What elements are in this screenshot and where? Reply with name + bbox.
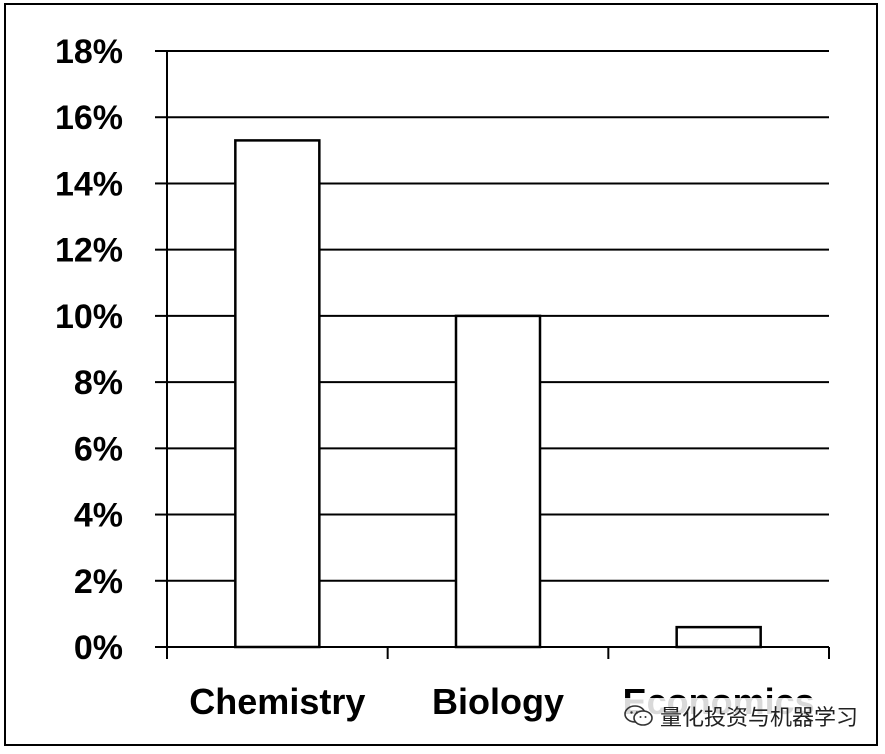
y-tick-labels: 0% 2% 4% 6% 8% 10% 12% 14% 16% 18% bbox=[55, 33, 123, 667]
watermark-text: 量化投资与机器学习 bbox=[660, 706, 859, 731]
y-tick-label: 10% bbox=[55, 298, 123, 336]
y-tick-label: 8% bbox=[74, 364, 123, 402]
x-category-label: Biology bbox=[432, 681, 564, 722]
y-tick-label: 12% bbox=[55, 232, 123, 270]
y-tick-label: 4% bbox=[74, 497, 123, 535]
y-tick-label: 18% bbox=[55, 33, 123, 71]
y-tick-label: 14% bbox=[55, 165, 123, 203]
bar-biology bbox=[454, 314, 542, 649]
bar-economics bbox=[675, 625, 762, 649]
bar-chemistry bbox=[234, 139, 321, 649]
y-tick-label: 2% bbox=[74, 563, 123, 601]
watermark: 量化投资与机器学习 bbox=[618, 698, 865, 734]
x-category-label: Chemistry bbox=[189, 681, 365, 722]
bars bbox=[234, 139, 762, 649]
chart-frame bbox=[4, 3, 878, 746]
wechat-icon bbox=[624, 705, 653, 726]
y-tick-label: 6% bbox=[74, 430, 123, 468]
y-tick-label: 0% bbox=[74, 629, 123, 667]
y-tick-label: 16% bbox=[55, 99, 123, 137]
